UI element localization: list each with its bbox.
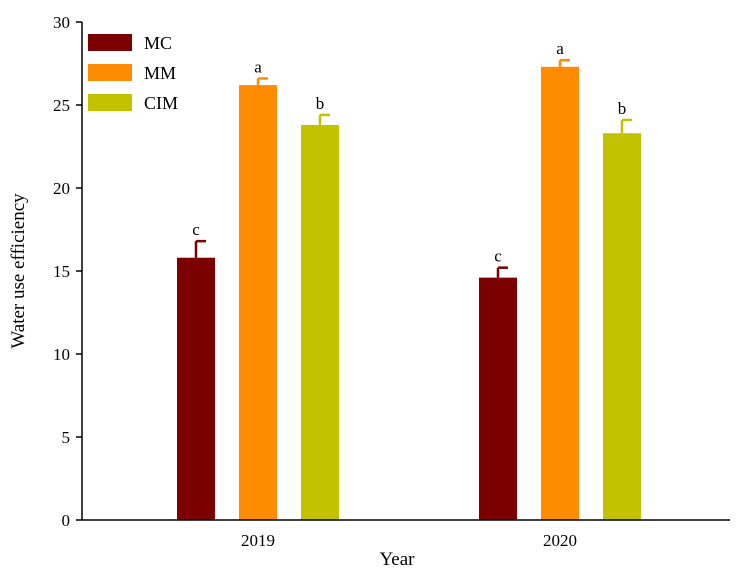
x-axis-title: Year	[379, 549, 415, 570]
significance-label: a	[254, 57, 262, 76]
x-tick-label: 2020	[543, 531, 577, 550]
y-axis-ticks: 0 5 10 15 20 25 30	[53, 13, 82, 530]
legend-swatch-cim	[88, 94, 132, 111]
y-tick-label: 10	[53, 345, 70, 364]
x-tick-label: 2019	[241, 531, 275, 550]
y-axis-title: Water use efficiency	[8, 193, 29, 349]
y-tick-label: 15	[53, 262, 70, 281]
y-tick-label: 20	[53, 179, 70, 198]
significance-label: b	[316, 94, 325, 113]
bar-mm-2020	[541, 66, 579, 520]
bar-mc-2019	[177, 257, 215, 520]
x-axis-ticks: 2019 2020	[241, 531, 577, 550]
bar-mc-2020	[479, 277, 517, 520]
legend: MC MM CIM	[88, 33, 178, 113]
significance-label: a	[556, 39, 564, 58]
significance-label: c	[192, 220, 200, 239]
legend-swatch-mc	[88, 34, 132, 51]
y-tick-label: 30	[53, 13, 70, 32]
significance-label: b	[618, 99, 627, 118]
significance-label: c	[494, 247, 502, 266]
y-tick-label: 0	[62, 511, 71, 530]
bar-cim-2020	[603, 133, 641, 520]
bar-mm-2019	[239, 85, 277, 520]
y-tick-label: 25	[53, 96, 70, 115]
legend-swatch-mm	[88, 64, 132, 81]
legend-label-cim: CIM	[144, 93, 178, 113]
plot-area: c a b c a b	[177, 39, 641, 521]
y-tick-label: 5	[62, 428, 71, 447]
legend-label-mc: MC	[144, 33, 172, 53]
bar-cim-2019	[301, 124, 339, 521]
legend-label-mm: MM	[144, 63, 176, 83]
